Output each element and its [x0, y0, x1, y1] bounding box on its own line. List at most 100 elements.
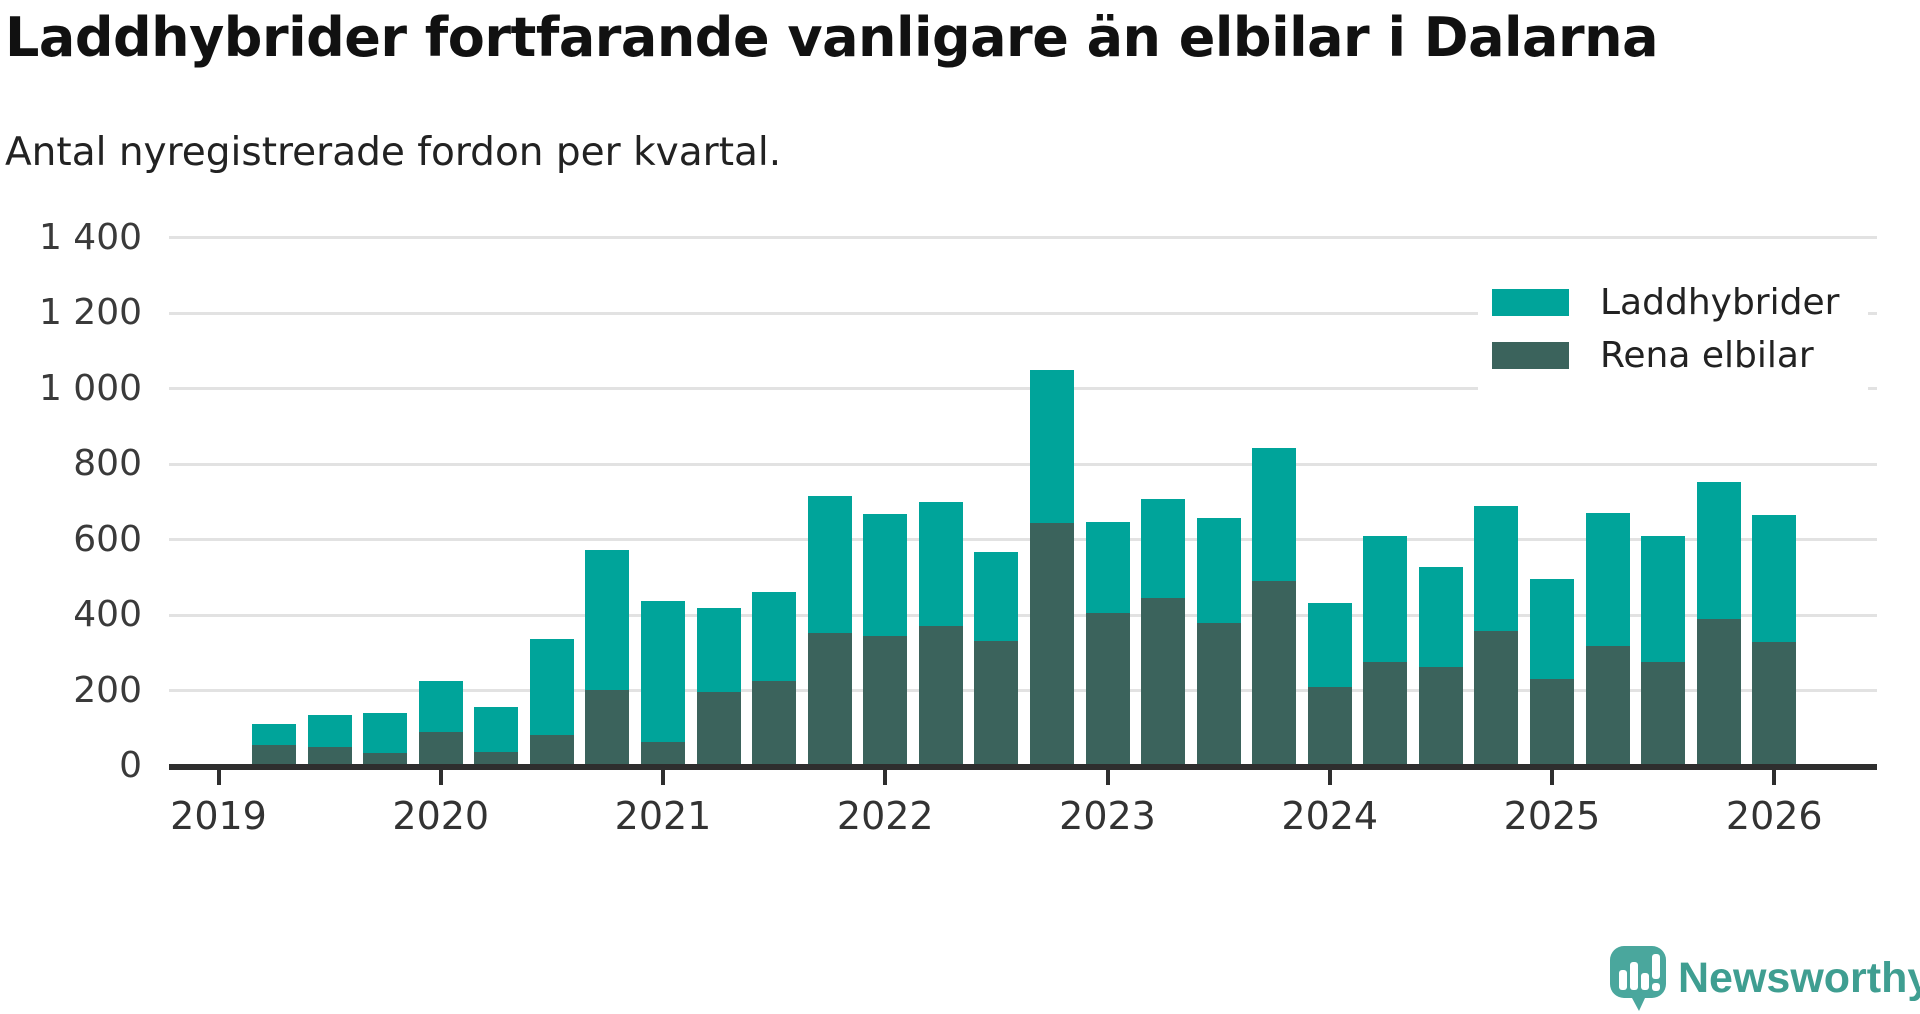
bar-rena-elbilar-2022-Q2 — [918, 626, 963, 765]
bar-rena-elbilar-2019-Q2 — [252, 744, 297, 765]
gridline-y1200 — [169, 311, 1877, 315]
x-axis-label-2019: 2019 — [170, 794, 267, 838]
x-axis-label-2021: 2021 — [614, 794, 712, 838]
x-tick-2026 — [1772, 769, 1777, 785]
y-axis-label: 800 — [73, 443, 142, 485]
y-axis-label: 1 200 — [38, 292, 142, 334]
bar-rena-elbilar-2025-Q4 — [1696, 619, 1741, 765]
bar-laddhybrider-2025-Q1 — [1530, 578, 1574, 680]
bar-laddhybrider-2022-Q1 — [863, 514, 908, 636]
bar-laddhybrider-2019-Q2 — [252, 724, 297, 745]
bar-rena-elbilar-2022-Q3 — [974, 641, 1019, 765]
legend-swatch-laddhybrider — [1492, 289, 1569, 316]
y-axis-label: 600 — [73, 518, 142, 560]
bar-rena-elbilar-2023-Q4 — [1252, 580, 1297, 765]
x-axis-label-2020: 2020 — [392, 794, 490, 838]
bar-laddhybrider-2023-Q1 — [1085, 522, 1130, 614]
bar-laddhybrider-2020-Q1 — [418, 680, 463, 733]
bar-rena-elbilar-2024-Q4 — [1474, 630, 1519, 765]
bar-laddhybrider-2026-Q1 — [1752, 515, 1797, 643]
bar-laddhybrider-2021-Q3 — [752, 591, 797, 681]
bar-rena-elbilar-2022-Q1 — [863, 635, 908, 765]
newsworthy-logo-text: Newsworthy — [1678, 954, 1920, 1002]
bar-laddhybrider-2023-Q2 — [1141, 499, 1186, 598]
gridline-y400 — [169, 613, 1877, 617]
gridline-y1400 — [169, 236, 1877, 240]
chart-legend: Laddhybrider Rena elbilar — [1478, 264, 1868, 396]
x-tick-2022 — [883, 769, 888, 785]
x-tick-2020 — [438, 769, 443, 785]
legend-label: Laddhybrider — [1600, 282, 1840, 323]
x-axis-label-2023: 2023 — [1059, 794, 1156, 838]
bar-laddhybrider-2021-Q2 — [696, 607, 741, 693]
y-axis-label: 1 000 — [38, 367, 142, 409]
x-axis-label-2024: 2024 — [1281, 794, 1379, 838]
bar-rena-elbilar-2021-Q3 — [752, 680, 797, 765]
legend-label: Rena elbilar — [1600, 335, 1814, 376]
chart-title: Laddhybrider fortfarande vanligare än el… — [5, 6, 1659, 69]
bar-rena-elbilar-2026-Q1 — [1752, 642, 1797, 765]
x-axis-label-2026: 2026 — [1725, 794, 1823, 838]
bar-rena-elbilar-2019-Q3 — [307, 747, 352, 765]
bar-laddhybrider-2020-Q3 — [529, 639, 574, 735]
bar-laddhybrider-2024-Q2 — [1363, 535, 1408, 662]
bar-laddhybrider-2024-Q3 — [1418, 566, 1463, 667]
bar-laddhybrider-2025-Q4 — [1696, 482, 1741, 620]
gridline-y200 — [169, 689, 1877, 693]
bar-rena-elbilar-2023-Q1 — [1085, 613, 1130, 765]
bar-rena-elbilar-2020-Q3 — [529, 734, 574, 765]
bar-rena-elbilar-2025-Q1 — [1530, 679, 1574, 765]
bar-laddhybrider-2022-Q4 — [1029, 369, 1074, 523]
gridline-y1000 — [169, 387, 1877, 391]
gridline-y600 — [169, 538, 1877, 542]
bar-laddhybrider-2025-Q3 — [1641, 536, 1686, 662]
bar-rena-elbilar-2025-Q2 — [1585, 645, 1630, 765]
bar-rena-elbilar-2024-Q1 — [1307, 687, 1352, 765]
newsworthy-logo: Newsworthy — [1610, 946, 1920, 1011]
bar-laddhybrider-2021-Q1 — [641, 601, 685, 743]
chart-subtitle: Antal nyregistrerade fordon per kvartal. — [5, 130, 782, 175]
bar-rena-elbilar-2022-Q4 — [1029, 522, 1074, 765]
y-axis-label: 200 — [73, 669, 142, 711]
x-axis-label-2022: 2022 — [836, 794, 934, 838]
bar-rena-elbilar-2021-Q2 — [696, 692, 741, 765]
bar-rena-elbilar-2025-Q3 — [1641, 661, 1686, 765]
y-axis-label: 0 — [119, 745, 142, 787]
y-axis-label: 400 — [73, 594, 142, 636]
x-axis-line — [169, 763, 1877, 770]
bar-laddhybrider-2022-Q2 — [918, 502, 963, 627]
newsworthy-logo-mark — [1610, 946, 1666, 1011]
x-tick-2021 — [661, 769, 665, 785]
bar-laddhybrider-2021-Q4 — [807, 496, 852, 634]
bar-rena-elbilar-2024-Q2 — [1363, 661, 1408, 765]
x-tick-2024 — [1327, 769, 1332, 785]
bar-rena-elbilar-2021-Q1 — [641, 742, 685, 765]
bar-laddhybrider-2024-Q4 — [1474, 506, 1519, 631]
bar-laddhybrider-2023-Q3 — [1196, 518, 1241, 624]
gridline-y800 — [169, 462, 1877, 466]
legend-swatch-rena-elbilar — [1492, 342, 1569, 369]
legend-item-rena-elbilar: Rena elbilar — [1492, 329, 1868, 382]
x-tick-2019 — [216, 769, 221, 785]
bar-rena-elbilar-2023-Q2 — [1141, 597, 1186, 765]
bar-laddhybrider-2025-Q2 — [1585, 512, 1630, 646]
x-axis-label-2025: 2025 — [1503, 794, 1601, 838]
bar-laddhybrider-2023-Q4 — [1252, 448, 1297, 581]
bar-rena-elbilar-2023-Q3 — [1196, 623, 1241, 765]
bar-laddhybrider-2019-Q4 — [363, 713, 408, 753]
legend-item-laddhybrider: Laddhybrider — [1492, 276, 1868, 329]
bar-rena-elbilar-2020-Q4 — [585, 689, 630, 765]
bar-laddhybrider-2020-Q4 — [585, 549, 630, 690]
bar-rena-elbilar-2020-Q2 — [474, 751, 519, 765]
bar-laddhybrider-2019-Q3 — [307, 714, 352, 748]
bar-rena-elbilar-2021-Q4 — [807, 633, 852, 765]
x-tick-2023 — [1105, 769, 1110, 785]
bar-laddhybrider-2022-Q3 — [974, 551, 1019, 642]
y-axis-label: 1 400 — [38, 216, 142, 258]
x-tick-2025 — [1550, 769, 1554, 785]
bar-laddhybrider-2024-Q1 — [1307, 602, 1352, 688]
bar-rena-elbilar-2020-Q1 — [418, 732, 463, 765]
bar-rena-elbilar-2019-Q4 — [363, 752, 408, 765]
bar-rena-elbilar-2024-Q3 — [1418, 666, 1463, 765]
bar-laddhybrider-2020-Q2 — [474, 706, 519, 752]
